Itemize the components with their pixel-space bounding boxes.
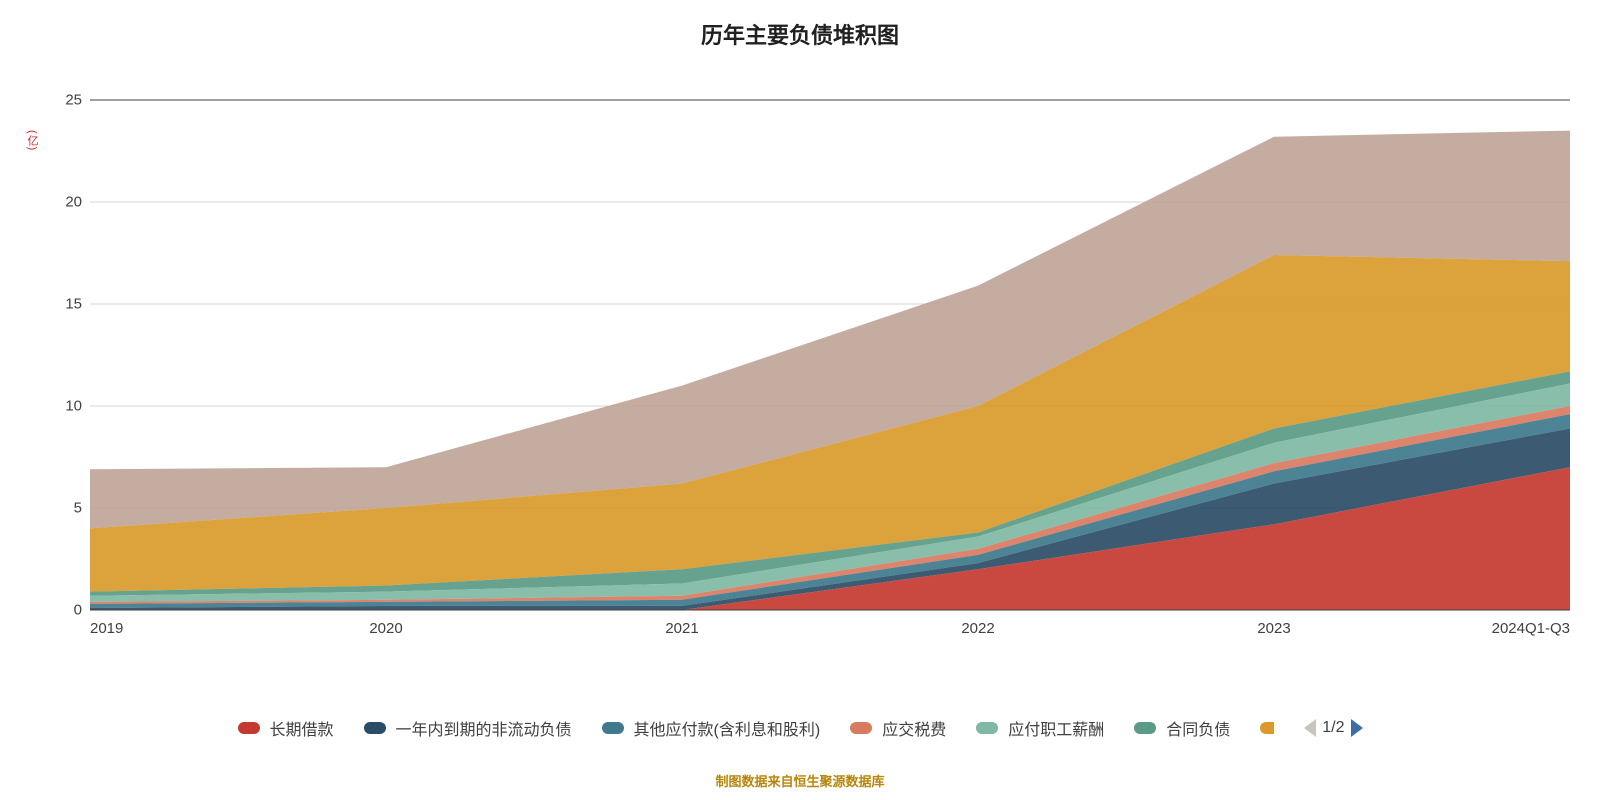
legend-swatch-partial [1260,722,1274,734]
legend-swatch [364,722,386,734]
legend-label: 其他应付款(含利息和股利) [634,716,821,740]
x-tick-label: 2023 [1257,620,1290,637]
legend-item[interactable]: 合同负债 [1134,716,1230,740]
y-tick-label: 25 [65,92,82,109]
y-tick-label: 10 [65,398,82,415]
stacked-area-svg [90,100,1570,610]
legend-pager: 1/2 [1304,719,1362,737]
legend-page-indicator: 1/2 [1322,719,1344,737]
plot-area [90,100,1570,610]
y-tick-label: 15 [65,296,82,313]
legend-next-icon[interactable] [1351,719,1363,737]
x-tick-label: 2019 [90,620,123,637]
chart-title: 历年主要负债堆积图 [0,18,1600,50]
legend-label: 合同负债 [1166,716,1230,740]
legend-label: 应交税费 [882,716,946,740]
legend-item[interactable]: 应付职工薪酬 [976,716,1104,740]
legend-swatch [976,722,998,734]
legend-prev-icon [1304,719,1316,737]
legend-item[interactable]: 一年内到期的非流动负债 [364,716,572,740]
x-tick-label: 2020 [369,620,402,637]
legend-item[interactable]: 应交税费 [850,716,946,740]
legend-swatch [238,722,260,734]
y-axis-label: (亿) [24,130,40,151]
data-source-footer: 制图数据来自恒生聚源数据库 [0,771,1600,790]
x-tick-label: 2022 [961,620,994,637]
legend-item[interactable]: 其他应付款(含利息和股利) [602,716,821,740]
chart-container: 历年主要负债堆积图 (亿) 0 5 10 15 20 25 2019 2020 2021 202… [0,0,1600,800]
x-tick-label: 2024Q1-Q3 [1492,620,1570,637]
legend-label: 一年内到期的非流动负债 [396,716,572,740]
legend-swatch [1134,722,1156,734]
y-tick-label: 5 [74,500,82,517]
legend-swatch [850,722,872,734]
legend-label: 长期借款 [270,716,334,740]
legend: 长期借款 一年内到期的非流动负债 其他应付款(含利息和股利) 应交税费 应付职工薪酬 合同… [0,716,1600,740]
y-tick-label: 0 [74,602,82,619]
x-tick-label: 2021 [665,620,698,637]
y-tick-label: 20 [65,194,82,211]
legend-label: 应付职工薪酬 [1008,716,1104,740]
legend-swatch [602,722,624,734]
legend-item[interactable]: 长期借款 [238,716,334,740]
